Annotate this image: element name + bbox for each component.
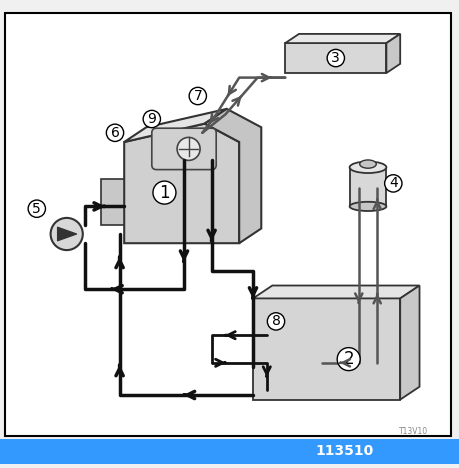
Polygon shape: [124, 124, 239, 243]
Text: 8: 8: [271, 314, 280, 329]
Text: 9: 9: [147, 112, 156, 126]
Polygon shape: [252, 285, 419, 299]
Text: 2: 2: [342, 350, 353, 368]
Ellipse shape: [359, 160, 375, 168]
Polygon shape: [399, 285, 419, 400]
Polygon shape: [124, 109, 226, 142]
Polygon shape: [285, 43, 386, 73]
Text: 7: 7: [193, 89, 202, 103]
Ellipse shape: [349, 202, 386, 211]
FancyBboxPatch shape: [151, 128, 216, 169]
Text: 6: 6: [110, 126, 119, 140]
Polygon shape: [204, 109, 261, 243]
Polygon shape: [57, 227, 77, 241]
FancyBboxPatch shape: [101, 179, 124, 225]
Ellipse shape: [349, 161, 386, 173]
Text: 113510: 113510: [315, 444, 373, 458]
Circle shape: [177, 138, 200, 161]
Text: 3: 3: [330, 51, 340, 65]
Text: T13V10: T13V10: [398, 427, 427, 436]
Text: 5: 5: [32, 202, 41, 216]
Polygon shape: [252, 299, 399, 400]
FancyBboxPatch shape: [0, 439, 459, 464]
FancyBboxPatch shape: [349, 167, 386, 206]
Circle shape: [50, 218, 83, 250]
Polygon shape: [386, 34, 399, 73]
Text: 1: 1: [159, 183, 169, 202]
Text: 4: 4: [388, 176, 397, 190]
Polygon shape: [285, 34, 399, 43]
FancyBboxPatch shape: [5, 13, 450, 436]
